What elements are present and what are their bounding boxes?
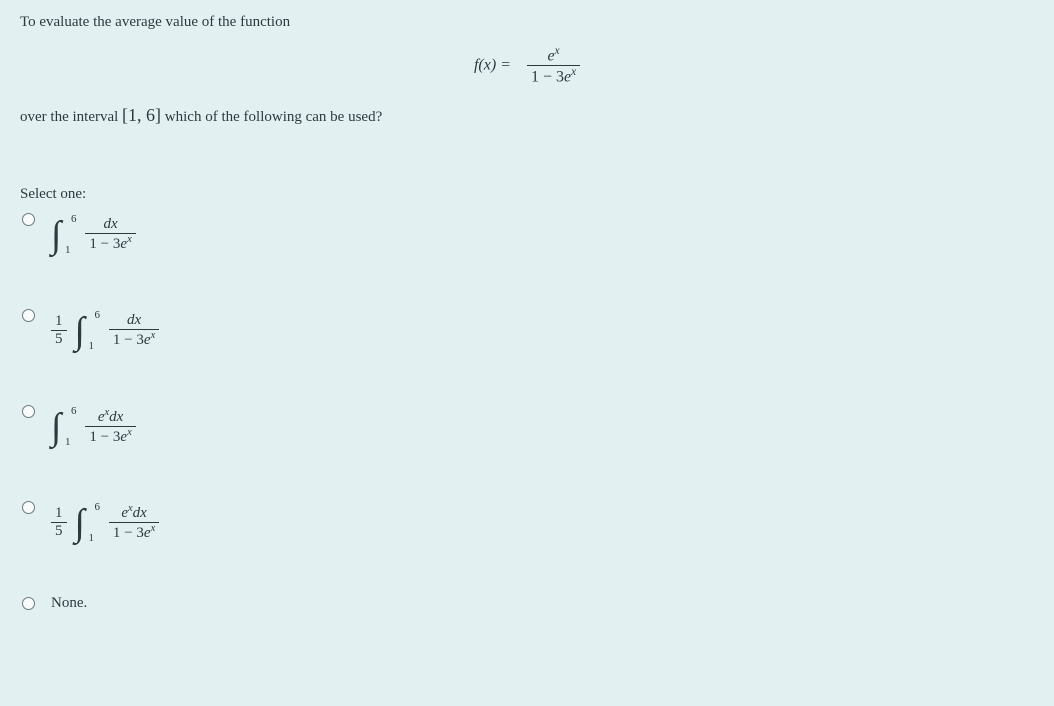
formula-den-sup: x (571, 66, 576, 78)
question-formula: f(x) = ex 1 − 3ex (20, 45, 1034, 87)
radio-icon[interactable] (22, 309, 35, 322)
question-prompt: over the interval [1, 6] which of the fo… (20, 105, 1034, 126)
int-upper: 6 (95, 502, 101, 513)
opt-a-den-pre: 1 − 3 (89, 236, 120, 252)
interval-pre: over the interval (20, 109, 122, 125)
opt-d-coef-den: 5 (51, 522, 67, 540)
formula-den-e: e (564, 69, 571, 86)
opt-c-num-post: dx (109, 409, 123, 425)
option-b-content: 1 5 ∫ 6 1 dx 1 − 3ex (51, 307, 159, 355)
option-d-content: 1 5 ∫ 6 1 exdx 1 − 3ex (51, 499, 159, 547)
radio-icon[interactable] (22, 213, 35, 226)
int-lower: 1 (89, 533, 95, 544)
formula-lhs: f(x) = (474, 57, 511, 74)
option-b[interactable]: 1 5 ∫ 6 1 dx 1 − 3ex (20, 307, 1034, 355)
int-lower: 1 (65, 245, 71, 256)
formula-num-e: e (547, 47, 554, 64)
opt-d-coef-num: 1 (51, 505, 67, 522)
option-a[interactable]: ∫ 6 1 dx 1 − 3ex (20, 211, 1034, 259)
opt-b-den-sup: x (151, 330, 156, 341)
option-d[interactable]: 1 5 ∫ 6 1 exdx 1 − 3ex (20, 499, 1034, 547)
interval-brackets: [1, 6] (122, 105, 161, 125)
radio-icon[interactable] (22, 501, 35, 514)
opt-b-den-pre: 1 − 3 (113, 332, 144, 348)
int-upper: 6 (71, 406, 77, 417)
opt-c-den-sup: x (127, 427, 132, 438)
int-upper: 6 (95, 310, 101, 321)
option-c[interactable]: ∫ 6 1 exdx 1 − 3ex (20, 403, 1034, 451)
int-upper: 6 (71, 214, 77, 225)
opt-b-coef-num: 1 (51, 313, 67, 330)
select-one-label: Select one: (20, 186, 1034, 203)
opt-d-den-sup: x (151, 523, 156, 534)
interval-post: which of the following can be used? (161, 109, 382, 125)
opt-a-num: dx (103, 216, 117, 232)
opt-d-den-pre: 1 − 3 (113, 525, 144, 541)
radio-icon[interactable] (22, 597, 35, 610)
opt-b-den-e: e (144, 332, 151, 348)
formula-num-sup: x (555, 45, 560, 57)
options-list: ∫ 6 1 dx 1 − 3ex (20, 211, 1034, 613)
opt-d-den-e: e (144, 525, 151, 541)
option-e-label: None. (51, 595, 87, 613)
option-c-content: ∫ 6 1 exdx 1 − 3ex (51, 403, 136, 451)
option-e[interactable]: None. (20, 595, 1034, 613)
question-intro: To evaluate the average value of the fun… (20, 14, 1034, 31)
option-a-content: ∫ 6 1 dx 1 − 3ex (51, 211, 136, 259)
opt-d-num-e: e (121, 505, 128, 521)
opt-b-num: dx (127, 312, 141, 328)
opt-b-coef-den: 5 (51, 330, 67, 348)
int-lower: 1 (65, 437, 71, 448)
opt-c-den-pre: 1 − 3 (89, 429, 120, 445)
formula-den-pre: 1 − 3 (531, 69, 564, 86)
opt-a-den-sup: x (127, 234, 132, 245)
opt-d-num-post: dx (133, 505, 147, 521)
radio-icon[interactable] (22, 405, 35, 418)
question-container: To evaluate the average value of the fun… (0, 0, 1054, 639)
int-lower: 1 (89, 341, 95, 352)
